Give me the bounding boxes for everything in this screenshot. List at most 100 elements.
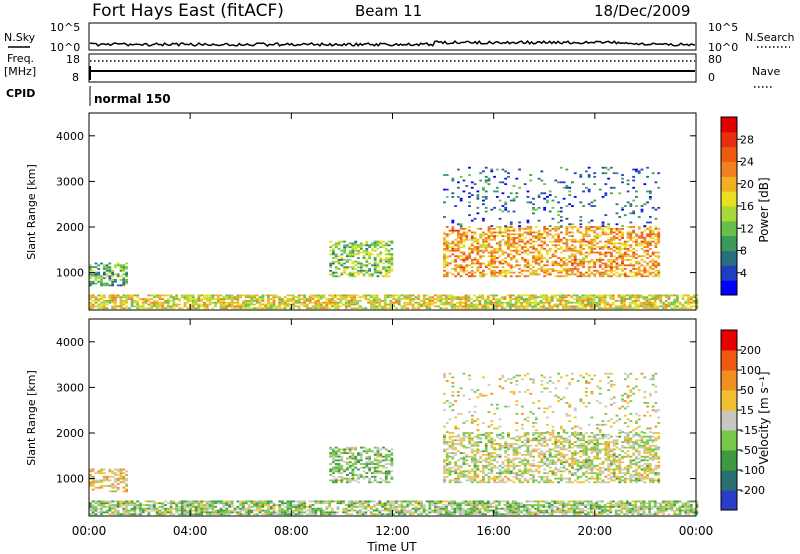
data-cell	[387, 269, 391, 272]
data-cell	[472, 305, 476, 308]
data-cell	[308, 296, 312, 299]
data-cell	[603, 296, 607, 299]
data-cell	[454, 472, 457, 475]
data-cell	[387, 253, 391, 256]
data-cell	[468, 257, 471, 259]
data-cell	[648, 221, 652, 224]
data-cell	[579, 174, 583, 176]
data-cell	[506, 502, 510, 505]
data-cell	[283, 301, 287, 304]
data-cell	[108, 479, 112, 482]
data-cell	[492, 296, 496, 299]
data-cell	[250, 303, 254, 306]
data-cell	[428, 307, 432, 310]
data-cell	[351, 457, 355, 460]
data-cell	[593, 275, 597, 278]
data-cell	[219, 301, 223, 304]
data-cell	[456, 509, 460, 512]
data-cell	[406, 303, 409, 306]
data-cell	[175, 509, 179, 512]
data-cell	[472, 504, 476, 506]
data-cell	[147, 500, 151, 503]
data-cell	[509, 505, 512, 508]
data-cell	[523, 307, 526, 310]
data-cell	[482, 269, 485, 272]
data-cell	[379, 455, 383, 458]
data-cell	[473, 238, 477, 241]
data-cell	[629, 255, 633, 258]
data-cell	[191, 305, 195, 308]
data-cell	[161, 507, 165, 510]
data-cell	[451, 273, 455, 276]
data-cell	[371, 466, 374, 469]
data-cell	[534, 240, 538, 243]
data-cell	[571, 238, 574, 241]
data-cell	[144, 509, 148, 512]
data-cell	[610, 240, 613, 243]
data-cell	[122, 303, 126, 306]
data-cell	[382, 479, 385, 482]
data-cell	[94, 277, 98, 279]
data-cell	[539, 296, 543, 299]
data-cell	[125, 488, 128, 491]
data-cell	[687, 502, 690, 505]
data-cell	[495, 271, 499, 274]
data-cell	[448, 435, 452, 438]
data-cell	[294, 509, 298, 512]
data-cell	[629, 231, 633, 234]
data-cell	[529, 238, 533, 241]
data-cell	[445, 441, 449, 444]
data-cell	[242, 500, 245, 503]
data-cell	[462, 238, 466, 241]
data-cell	[308, 504, 312, 506]
data-cell	[214, 303, 217, 306]
data-cell	[373, 242, 377, 245]
data-cell	[300, 502, 304, 505]
data-cell	[125, 268, 128, 270]
data-cell	[623, 294, 626, 297]
data-cell	[384, 475, 388, 478]
data-cell	[200, 511, 204, 514]
data-cell	[368, 463, 372, 465]
data-cell	[443, 459, 446, 462]
data-cell	[306, 299, 309, 302]
data-cell	[520, 294, 524, 297]
data-cell	[473, 183, 477, 186]
data-cell	[329, 249, 333, 252]
data-cell	[314, 299, 318, 302]
data-cell	[657, 238, 661, 241]
data-cell	[203, 296, 206, 299]
data-cell	[637, 305, 640, 308]
data-cell	[336, 507, 340, 510]
data-cell	[222, 505, 226, 508]
data-cell	[89, 481, 92, 484]
data-cell	[650, 298, 654, 300]
data-cell	[183, 305, 187, 308]
data-cell	[194, 299, 198, 302]
data-cell	[579, 246, 583, 248]
data-cell	[200, 502, 204, 505]
data-cell	[543, 192, 547, 195]
data-cell	[687, 299, 690, 302]
data-cell	[695, 299, 699, 302]
data-cell	[420, 511, 423, 514]
data-cell	[328, 307, 332, 310]
data-cell	[615, 257, 619, 259]
data-cell	[443, 249, 446, 252]
data-cell	[442, 303, 446, 306]
data-cell	[518, 271, 521, 274]
data-cell	[635, 262, 638, 265]
data-cell	[141, 307, 145, 310]
data-cell	[595, 505, 599, 508]
data-cell	[470, 235, 474, 238]
data-cell	[495, 294, 498, 297]
data-cell	[604, 240, 608, 243]
data-cell	[365, 258, 369, 261]
data-cell	[456, 255, 460, 258]
data-cell	[490, 269, 494, 272]
data-cell	[332, 479, 335, 482]
data-cell	[183, 303, 187, 306]
data-cell	[336, 505, 340, 508]
data-cell	[586, 301, 590, 304]
data-cell	[454, 453, 457, 456]
